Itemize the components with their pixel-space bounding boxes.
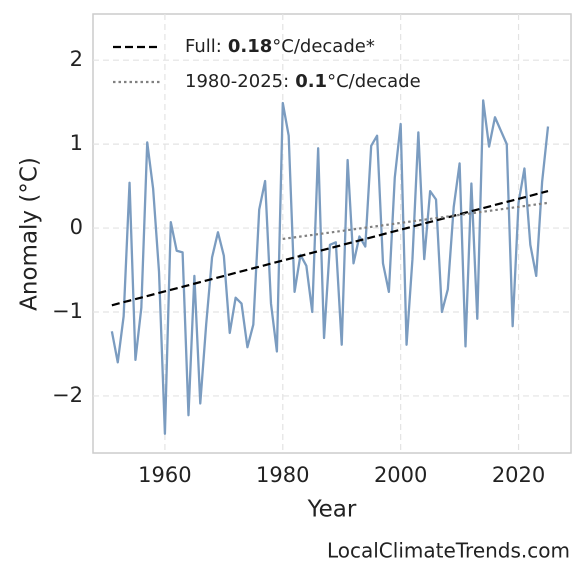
legend-name: 1980-2025: xyxy=(185,71,289,92)
watermark: LocalClimateTrends.com xyxy=(327,539,570,563)
legend-name: Full: xyxy=(185,36,222,57)
legend-rate: 0.18 xyxy=(228,36,272,57)
x-axis-label: Year xyxy=(307,497,357,523)
x-tick-label: 1960 xyxy=(138,463,191,487)
trend-line xyxy=(111,190,549,307)
data-line xyxy=(110,99,550,435)
trend-line xyxy=(282,201,549,241)
x-tick-label: 1980 xyxy=(256,463,309,487)
legend-unit: °C/decade xyxy=(327,71,421,92)
legend-entry: Full: 0.18°C/decade* xyxy=(185,36,375,57)
legend-unit: °C/decade* xyxy=(272,36,375,57)
x-tick-label: 2000 xyxy=(374,463,427,487)
y-axis-label: Anomaly (°C) xyxy=(17,157,43,311)
y-tick-label: 2 xyxy=(70,47,83,71)
x-tick-label: 2020 xyxy=(492,463,545,487)
y-tick-label: 1 xyxy=(70,131,83,155)
y-tick-label: −1 xyxy=(52,299,83,323)
y-tick-label: −2 xyxy=(52,383,83,407)
y-tick-label: 0 xyxy=(70,215,83,239)
plot-frame xyxy=(92,13,572,454)
legend-rate: 0.1 xyxy=(295,71,327,92)
legend-entry: 1980-2025: 0.1°C/decade xyxy=(185,71,421,92)
